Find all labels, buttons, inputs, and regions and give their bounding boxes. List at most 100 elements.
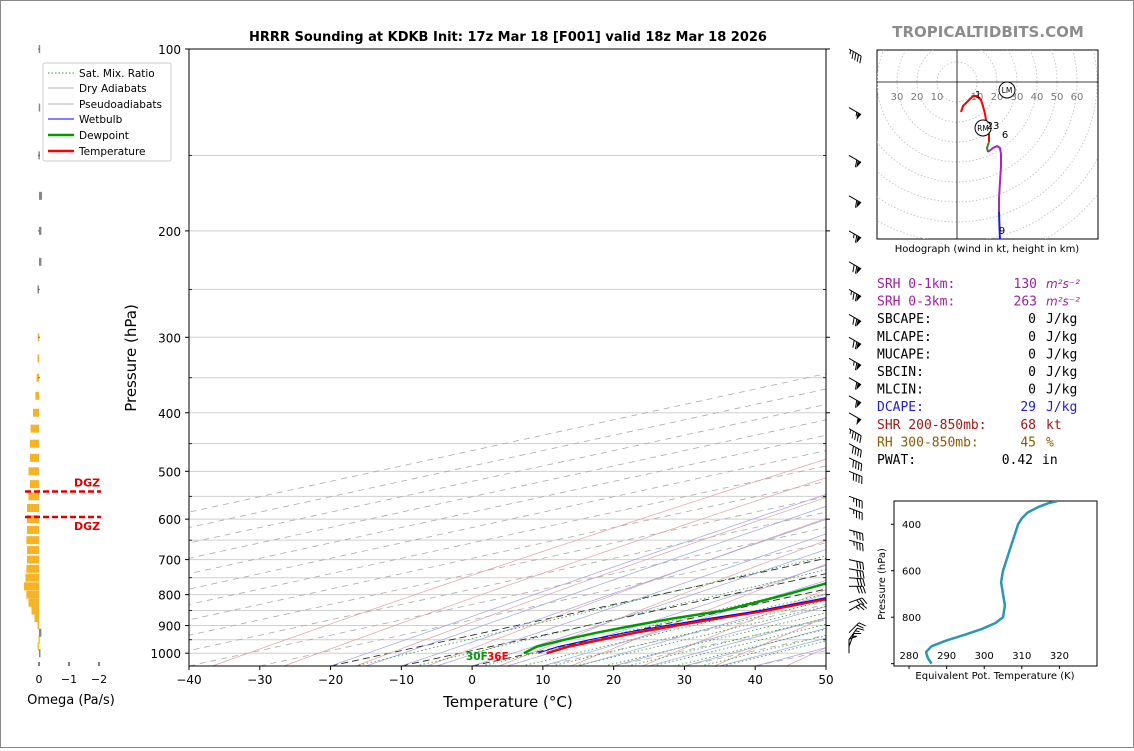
- wind-barb: [848, 622, 866, 634]
- omega-x-tick-label: −2: [91, 673, 107, 686]
- pseudoadiabat-line: [330, 493, 826, 666]
- omega-xlabel: Omega (Pa/s): [27, 693, 115, 708]
- wind-barb: [848, 48, 862, 64]
- y-tick-label: 1000: [150, 647, 181, 661]
- wind-barb: [848, 627, 865, 640]
- omega-bar: [27, 515, 39, 524]
- pseudoadiabat-line: [401, 519, 826, 666]
- wind-barb: [848, 428, 862, 444]
- isotherm-line: [259, 542, 826, 666]
- chart-title: HRRR Sounding at KDKB Init: 17z Mar 18 […: [249, 30, 767, 45]
- wind-barb: [848, 457, 863, 472]
- isotherm-line: [189, 496, 826, 636]
- wind-barb: [848, 632, 862, 647]
- wind-barb: [848, 357, 862, 371]
- isotherm-line: [189, 511, 826, 652]
- dgz-label: DGZ: [74, 520, 100, 533]
- stat-label: SBCAPE:: [877, 312, 932, 327]
- hodo-height-label: 1: [975, 90, 981, 101]
- y-tick-label: 400: [158, 407, 181, 421]
- theta-y-tick-label: 800: [902, 613, 921, 624]
- y-tick-label: 700: [158, 554, 181, 568]
- omega-bar: [36, 373, 39, 382]
- legend-label-wetbulb: Wetbulb: [79, 114, 123, 126]
- pseudoadiabat-line: [578, 593, 826, 666]
- omega-bar: [39, 649, 41, 658]
- mixing-ratio-line: [354, 555, 826, 666]
- pseudoadiabat-line: [649, 617, 826, 666]
- stat-value: 0: [1028, 383, 1036, 398]
- stat-value: 68: [1020, 418, 1036, 433]
- stat-label: SBCIN:: [877, 365, 924, 380]
- omega-bar: [30, 480, 39, 489]
- theta-x-tick-label: 290: [937, 651, 956, 662]
- hodo-ring-label: 10: [931, 92, 944, 103]
- y-tick-label: 300: [158, 331, 181, 345]
- x-tick-label: 20: [606, 673, 621, 687]
- dry-adiabat-line: [642, 589, 826, 666]
- isotherm-line-highlight: [330, 557, 826, 666]
- stat-value: 0: [1028, 347, 1036, 362]
- hodograph-caption: Hodograph (wind in kt, height in km): [895, 244, 1080, 255]
- skewt-xlabel: Temperature (°C): [442, 693, 572, 711]
- hodo-ring-label: 20: [991, 92, 1004, 103]
- mixing-ratio-line: [481, 584, 826, 666]
- wind-barb: [848, 377, 862, 391]
- legend-label-dewpoint: Dewpoint: [79, 130, 129, 142]
- skewt-background-lines: 1246810131620243036: [189, 49, 826, 666]
- series-dewpoint: [523, 582, 826, 655]
- omega-panel: 0 −1 −2 DGZ DGZ: [24, 45, 107, 686]
- stat-label: SHR 200-850mb:: [877, 418, 987, 433]
- wind-barb: [848, 568, 865, 579]
- omega-bar: [30, 439, 39, 448]
- x-tick-label: 50: [818, 673, 833, 687]
- hodo-ring-label: 50: [1051, 92, 1064, 103]
- x-tick-label: 40: [748, 673, 763, 687]
- omega-bar: [39, 226, 42, 235]
- stat-unit: J/kg: [1046, 330, 1077, 345]
- wind-barb: [848, 597, 868, 605]
- omega-bar: [35, 391, 39, 400]
- x-tick-label: 10: [535, 673, 550, 687]
- series-temperature: [546, 597, 826, 655]
- stat-label: MLCIN:: [877, 383, 924, 398]
- stat-value: 29: [1020, 400, 1036, 415]
- theta-y-tick-label: 600: [902, 567, 921, 578]
- x-tick-label: 0: [468, 673, 476, 687]
- stat-unit: J/kg: [1046, 347, 1077, 362]
- isotherm-line: [189, 480, 826, 621]
- omega-bar: [26, 536, 39, 545]
- legend-label-mixratio: Sat. Mix. Ratio: [79, 68, 155, 80]
- stat-unit: m²s⁻²: [1046, 295, 1080, 309]
- wind-barb: [848, 559, 865, 570]
- theta-xlabel: Equivalent Pot. Temperature (K): [915, 671, 1074, 682]
- omega-x-tick-label: −1: [61, 673, 77, 686]
- surface-dewpoint-label: 30F: [466, 651, 488, 663]
- stat-value: 0.42: [1002, 453, 1033, 468]
- skewt-axes: −40 −30 −20 −10 0 10 20 30 40 50 100 200 300 400 500 60…: [150, 43, 833, 687]
- omega-bar: [24, 582, 39, 591]
- wind-barb: [848, 261, 862, 275]
- stat-unit: kt: [1046, 418, 1062, 433]
- x-tick-label: −20: [318, 673, 343, 687]
- stat-label: MLCAPE:: [877, 330, 932, 345]
- legend-label-pseudoadiabats: Pseudoadiabats: [79, 99, 162, 111]
- hodo-storm-motion-marker: [998, 81, 1016, 99]
- y-tick-label: 900: [158, 620, 181, 634]
- wind-barbs: [848, 48, 868, 654]
- omega-bar: [27, 503, 39, 512]
- omega-bar: [38, 103, 41, 112]
- omega-x-tick-label: 0: [36, 673, 43, 686]
- stat-label: RH 300-850mb:: [877, 435, 979, 450]
- theta-ylabel: Pressure (hPa): [877, 548, 888, 620]
- omega-bar: [39, 257, 42, 266]
- hodo-ring-label: 40: [1031, 92, 1044, 103]
- omega-bar: [37, 621, 39, 630]
- stat-value: 0: [1028, 365, 1036, 380]
- series-wetbulb: [537, 597, 826, 654]
- isotherm-line: [189, 465, 826, 605]
- stat-value: 0: [1028, 312, 1036, 327]
- wind-barb: [848, 470, 863, 484]
- omega-bar: [34, 614, 39, 623]
